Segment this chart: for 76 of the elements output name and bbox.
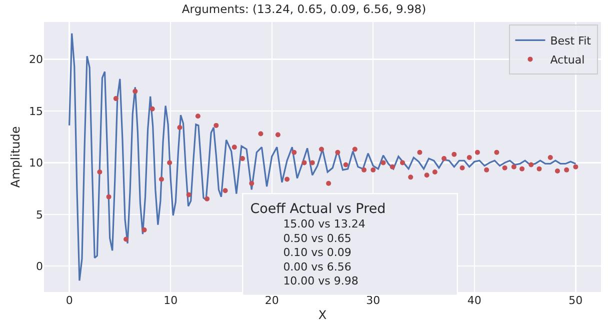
point (113, 96, 118, 102)
point (370, 167, 376, 172)
point (380, 160, 386, 166)
point (343, 162, 348, 168)
point (520, 166, 525, 172)
point (452, 152, 457, 157)
point (335, 150, 340, 155)
point (240, 156, 245, 162)
point (310, 160, 315, 166)
annotation: Coeff Actual vs Pred (250, 201, 386, 218)
point (466, 155, 472, 160)
point (124, 236, 129, 242)
point (424, 172, 430, 178)
point (460, 165, 465, 170)
point (474, 150, 480, 155)
point (158, 176, 164, 182)
point (204, 196, 210, 202)
point (222, 188, 228, 194)
point (302, 160, 307, 166)
point (502, 165, 508, 170)
point (318, 146, 324, 152)
point (142, 227, 147, 232)
x-tick-label: 50 (568, 294, 583, 307)
y-tick-label: 5 (36, 208, 43, 222)
chart-title: Arguments: (13.24, 0.65, 0.09, 6.56, 9.98) (182, 2, 426, 16)
point (494, 150, 500, 155)
annotation: 0.50 vs 0.65 (250, 232, 352, 245)
point (352, 146, 358, 152)
point (564, 167, 570, 172)
annotation: 15.00 vs 13.24 (250, 218, 366, 230)
point (554, 168, 560, 174)
point (132, 88, 138, 94)
x-tick-label: 30 (366, 294, 380, 307)
point (548, 155, 553, 160)
point (326, 180, 332, 186)
x-axis-title: X (318, 308, 327, 322)
point (536, 166, 542, 172)
point (432, 170, 438, 174)
point (195, 114, 200, 119)
legend-label: Actual (550, 53, 585, 66)
annotation: 10.00 vs 9.98 (250, 274, 358, 288)
point (258, 131, 264, 136)
point (400, 160, 406, 166)
point (484, 167, 490, 172)
point (275, 132, 280, 138)
point (214, 122, 219, 128)
point (177, 125, 182, 130)
point (390, 164, 395, 170)
x-tick-label: 20 (264, 294, 279, 307)
y-tick-label: 0 (36, 260, 43, 273)
x-tick-label: 0 (66, 294, 73, 307)
point (284, 176, 290, 182)
point (232, 144, 237, 150)
y-tick-label: 10 (29, 156, 43, 170)
point (417, 150, 422, 155)
point (150, 106, 155, 112)
point (573, 164, 578, 170)
point (408, 174, 414, 180)
point (292, 150, 297, 155)
point (106, 194, 112, 200)
point (167, 160, 172, 166)
annotation: 0.10 vs 0.09 (250, 246, 352, 260)
point (528, 162, 534, 168)
x-tick-label: 40 (467, 294, 482, 307)
y-axis-title: Amplitude (8, 126, 22, 188)
point (511, 164, 516, 170)
y-tick-label: 15 (29, 104, 43, 118)
x-tick-label: 10 (164, 294, 178, 307)
y-tick-label: 20 (29, 53, 43, 66)
annotation: 0.00 vs 6.56 (250, 260, 352, 274)
point (186, 192, 192, 198)
point (362, 167, 367, 172)
point (97, 170, 102, 174)
point (442, 156, 447, 162)
legend-label: Best Fit (550, 34, 592, 48)
point (249, 180, 254, 186)
